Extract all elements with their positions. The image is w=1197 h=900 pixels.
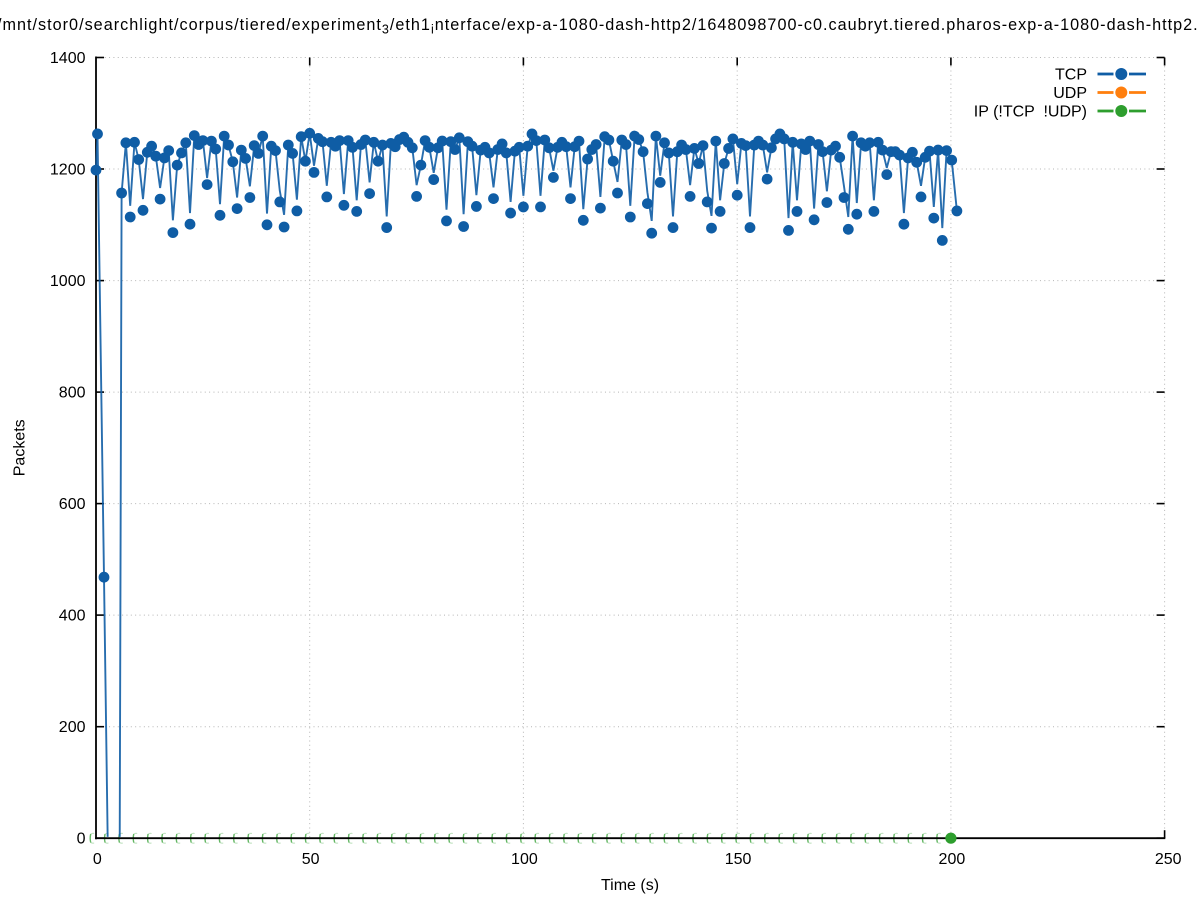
svg-text:/mnt/stor0/searchlight/corpus/: /mnt/stor0/searchlight/corpus/tiered/exp… — [0, 16, 1197, 37]
svg-text:UDP: UDP — [1053, 85, 1087, 102]
svg-text:Time (s): Time (s) — [601, 877, 659, 894]
svg-text:600: 600 — [59, 496, 86, 513]
svg-text:800: 800 — [59, 385, 86, 402]
svg-text:50: 50 — [302, 851, 320, 868]
svg-text:1200: 1200 — [50, 162, 86, 179]
svg-text:1400: 1400 — [50, 50, 86, 67]
svg-text:1000: 1000 — [50, 273, 86, 290]
svg-text:200: 200 — [59, 719, 86, 736]
svg-text:400: 400 — [59, 608, 86, 625]
svg-text:TCP: TCP — [1055, 67, 1087, 84]
svg-text:Packets: Packets — [12, 419, 29, 476]
svg-text:150: 150 — [725, 851, 752, 868]
svg-text:0: 0 — [93, 851, 102, 868]
svg-text:0: 0 — [77, 831, 86, 848]
svg-text:200: 200 — [939, 851, 966, 868]
svg-text:250: 250 — [1155, 851, 1182, 868]
svg-text:IP (!TCP !UDP): IP (!TCP !UDP) — [974, 104, 1087, 121]
svg-text:100: 100 — [511, 851, 538, 868]
